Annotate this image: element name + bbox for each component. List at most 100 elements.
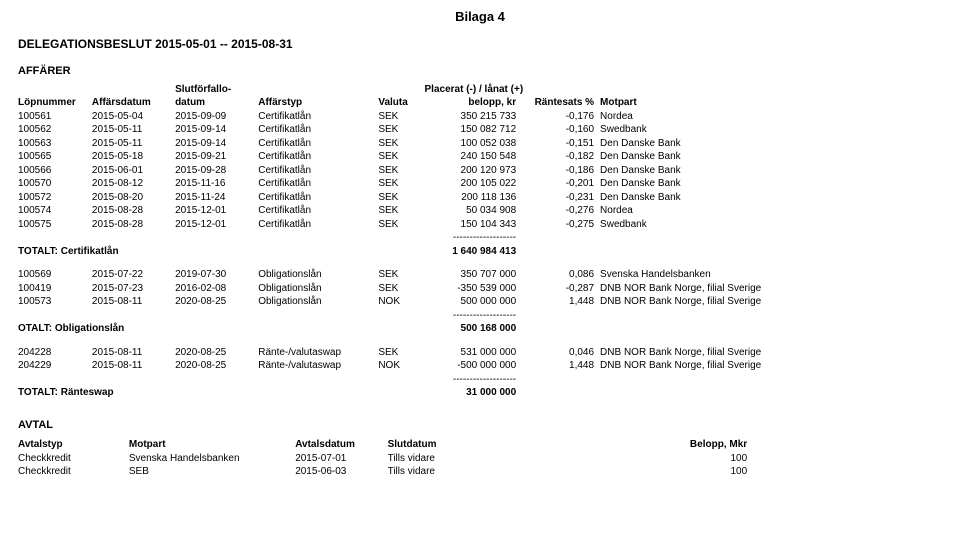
oblig-total-value: 500 168 000 <box>425 322 527 336</box>
oblig-total-label: OTALT: Obligationslån <box>18 322 425 336</box>
cell-rantesats: -0,151 <box>526 137 600 151</box>
table-row: 1005622015-05-112015-09-14CertifikatlånS… <box>18 123 942 137</box>
cell-lopnummer: 100575 <box>18 218 92 232</box>
cell-belopp: 200 120 973 <box>425 164 527 178</box>
separator-row: ------------------- <box>18 309 942 323</box>
cell-motpart: Swedbank <box>600 218 942 232</box>
cell-motpart: DNB NOR Bank Norge, filial Sverige <box>600 359 942 373</box>
cell-affarstyp: Ränte-/valutaswap <box>258 359 378 373</box>
cell-affarsdatum: 2015-08-12 <box>92 177 175 191</box>
cell-motpart: Swedbank <box>600 123 942 137</box>
cell-affarstyp: Obligationslån <box>258 268 378 282</box>
cell-motpart: Nordea <box>600 110 942 124</box>
cell-affarsdatum: 2015-08-28 <box>92 218 175 232</box>
cert-total-value: 1 640 984 413 <box>425 245 527 259</box>
cell-affarsdatum: 2015-07-23 <box>92 282 175 296</box>
cell-avtalsdatum: 2015-06-03 <box>295 465 387 479</box>
cell-affarstyp: Certifikatlån <box>258 218 378 232</box>
cell-valuta: SEK <box>378 218 424 232</box>
separator-text: ------------------- <box>425 231 527 245</box>
cell-valuta: SEK <box>378 150 424 164</box>
cell-lopnummer: 100563 <box>18 137 92 151</box>
cell-affarsdatum: 2015-08-20 <box>92 191 175 205</box>
cell-avtalstyp: Checkkredit <box>18 465 129 479</box>
col-affarstyp: Affärstyp <box>258 96 378 110</box>
cell-lopnummer: 100574 <box>18 204 92 218</box>
cell-affarstyp: Obligationslån <box>258 282 378 296</box>
cell-motpart: Den Danske Bank <box>600 164 942 178</box>
cell-valuta: SEK <box>378 137 424 151</box>
cell-lopnummer: 100419 <box>18 282 92 296</box>
cell-lopnummer: 100573 <box>18 295 92 309</box>
cell-slutdatum: 2016-02-08 <box>175 282 258 296</box>
cell-belopp: -350 539 000 <box>425 282 527 296</box>
cell-belopp: 531 000 000 <box>425 346 527 360</box>
cell-rantesats: 0,086 <box>526 268 600 282</box>
cell-valuta: NOK <box>378 295 424 309</box>
cell-valuta: SEK <box>378 204 424 218</box>
cell-rantesats: -0,287 <box>526 282 600 296</box>
cell-lopnummer: 100572 <box>18 191 92 205</box>
cell-rantesats: -0,160 <box>526 123 600 137</box>
cell-rantesats: 0,046 <box>526 346 600 360</box>
swap-total-value: 31 000 000 <box>425 386 527 400</box>
cell-rantesats: -0,201 <box>526 177 600 191</box>
cell-affarsdatum: 2015-08-28 <box>92 204 175 218</box>
cell-motpart: Nordea <box>600 204 942 218</box>
cell-motpart: DNB NOR Bank Norge, filial Sverige <box>600 295 942 309</box>
cell-slutdatum: 2020-08-25 <box>175 346 258 360</box>
cell-avtalsdatum: 2015-07-01 <box>295 452 387 466</box>
cell-slutdatum: 2015-09-21 <box>175 150 258 164</box>
table-row: 1005632015-05-112015-09-14CertifikatlånS… <box>18 137 942 151</box>
cell-belopp: 240 150 548 <box>425 150 527 164</box>
document-page: Bilaga 4 DELEGATIONSBESLUT 2015-05-01 --… <box>0 0 960 497</box>
table-row: 1005732015-08-112020-08-25Obligationslån… <box>18 295 942 309</box>
cell-rantesats: 1,448 <box>526 359 600 373</box>
table-row: 1005722015-08-202015-11-24CertifikatlånS… <box>18 191 942 205</box>
col-lopnummer: Löpnummer <box>18 96 92 110</box>
cell-valuta: SEK <box>378 268 424 282</box>
cell-belopp: 150 082 712 <box>425 123 527 137</box>
cell-affarstyp: Ränte-/valutaswap <box>258 346 378 360</box>
cell-valuta: NOK <box>378 359 424 373</box>
cell-lopnummer: 204229 <box>18 359 92 373</box>
cell-slutdatum: 2015-09-14 <box>175 137 258 151</box>
avtal-header-row: Avtalstyp Motpart Avtalsdatum Slutdatum … <box>18 438 942 452</box>
cell-slutdatum: 2015-12-01 <box>175 204 258 218</box>
cert-total-label: TOTALT: Certifikatlån <box>18 245 425 259</box>
col-slutforfallo-top: Slutförfallo- <box>175 83 258 97</box>
table-row: 1004192015-07-232016-02-08Obligationslån… <box>18 282 942 296</box>
cell-belopp: -500 000 000 <box>425 359 527 373</box>
cell-lopnummer: 100569 <box>18 268 92 282</box>
cell-belopp: 200 118 136 <box>425 191 527 205</box>
cell-rantesats: -0,176 <box>526 110 600 124</box>
cert-total-row: TOTALT: Certifikatlån 1 640 984 413 <box>18 245 942 259</box>
cell-affarstyp: Certifikatlån <box>258 150 378 164</box>
cell-valuta: SEK <box>378 110 424 124</box>
separator-text: ------------------- <box>425 373 527 387</box>
avtal-label: AVTAL <box>18 418 942 433</box>
header-row-top: Slutförfallo- Placerat (-) / lånat (+) <box>18 83 942 97</box>
cell-belopp: 100 052 038 <box>425 137 527 151</box>
avtal-col-motpart: Motpart <box>129 438 295 452</box>
table-row: 1005742015-08-282015-12-01CertifikatlånS… <box>18 204 942 218</box>
cell-affarsdatum: 2015-05-18 <box>92 150 175 164</box>
cell-rantesats: -0,182 <box>526 150 600 164</box>
cell-slutdatum: 2015-12-01 <box>175 218 258 232</box>
cell-lopnummer: 100566 <box>18 164 92 178</box>
cell-lopnummer: 100561 <box>18 110 92 124</box>
cell-rantesats: -0,186 <box>526 164 600 178</box>
cell-belopp: 100 <box>591 465 757 479</box>
col-belopp: belopp, kr <box>425 96 527 110</box>
cell-affarsdatum: 2015-08-11 <box>92 295 175 309</box>
separator-row: ------------------- <box>18 373 942 387</box>
cell-affarstyp: Obligationslån <box>258 295 378 309</box>
cell-slutdatum: Tills vidare <box>388 465 591 479</box>
cell-affarsdatum: 2015-07-22 <box>92 268 175 282</box>
header-row-bottom: Löpnummer Affärsdatum datum Affärstyp Va… <box>18 96 942 110</box>
cell-motpart: DNB NOR Bank Norge, filial Sverige <box>600 346 942 360</box>
cell-affarsdatum: 2015-05-11 <box>92 137 175 151</box>
swap-total-label: TOTALT: Ränteswap <box>18 386 425 400</box>
cell-slutdatum: 2015-09-09 <box>175 110 258 124</box>
cell-slutdatum: 2020-08-25 <box>175 359 258 373</box>
